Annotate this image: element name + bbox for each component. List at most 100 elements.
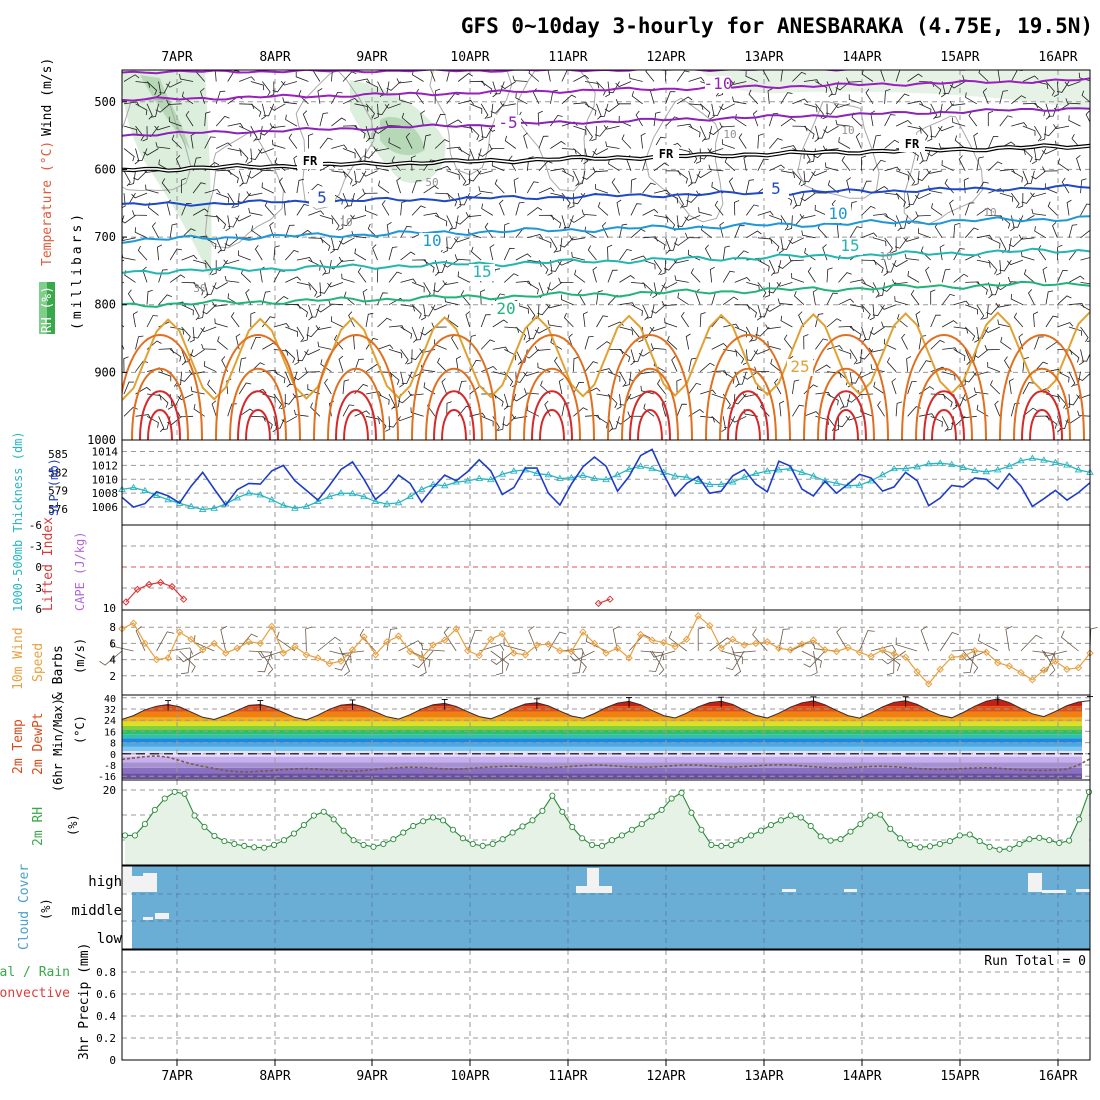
wind-barb	[699, 362, 715, 373]
wind-barb	[884, 139, 900, 149]
date-label-bottom: 13APR	[744, 1069, 783, 1084]
thickness-point	[406, 492, 414, 500]
rh2m-point	[141, 821, 148, 828]
lifted-index-series	[122, 578, 614, 608]
wind-barb	[365, 81, 379, 93]
wind-barb	[189, 326, 195, 343]
wind10m-barb	[495, 650, 504, 676]
precip-tick-label: 0.8	[96, 966, 116, 979]
wind-barb	[653, 259, 662, 276]
slp-tick-label: 1012	[92, 459, 119, 472]
wind10m-speed-point	[694, 612, 702, 620]
rh-contour-label: 50	[425, 176, 438, 189]
wind-barb	[746, 349, 759, 361]
wind-barb	[317, 341, 332, 350]
wind10m-barb	[648, 650, 664, 672]
wind-barb	[214, 70, 217, 82]
wind-barb	[558, 378, 564, 395]
wind-barb	[582, 170, 597, 180]
wind-barb	[709, 266, 715, 283]
wind-barb	[132, 311, 138, 328]
wind-barb	[711, 343, 728, 350]
wind-barb	[456, 193, 462, 209]
wind10m-speed-point	[152, 655, 161, 664]
temperature-band	[122, 742, 1082, 747]
wind-barb	[640, 132, 646, 149]
wind-barb	[1010, 293, 1024, 306]
thickness-point	[763, 467, 772, 474]
wind-barb	[204, 237, 217, 250]
wind-barb	[965, 304, 978, 315]
thickness-point	[890, 464, 898, 472]
rh2m-point	[648, 813, 655, 820]
wind-barb	[815, 338, 829, 350]
temperature-band	[122, 746, 1082, 751]
wind10m-speed-point	[1086, 649, 1094, 657]
isotherm-label: 25	[790, 357, 809, 376]
isotherm-lobe	[1029, 409, 1055, 440]
lifted-index-tick-label: 6	[35, 603, 42, 616]
wind-barb	[1086, 340, 1090, 343]
isotherm-lobe	[735, 409, 761, 440]
rh-contour-label: 10	[339, 216, 352, 229]
thickness-point	[510, 467, 518, 474]
isotherm-lobe	[719, 367, 777, 440]
wind-barb	[661, 300, 678, 307]
cloud-gap	[1076, 889, 1090, 892]
wind-barb	[722, 371, 735, 384]
wind-barb	[676, 403, 687, 417]
wind-barb	[1057, 244, 1063, 261]
wind-barb	[330, 316, 344, 328]
wind-barb	[308, 282, 318, 297]
wind-barb	[596, 290, 603, 305]
wind10m-speed-point	[417, 654, 426, 662]
wind-barb	[665, 91, 676, 104]
wind-barb	[259, 125, 275, 136]
wind10m-speed-point	[279, 649, 288, 657]
label-bg	[309, 190, 335, 207]
wind-barb	[123, 74, 140, 82]
date-label-top: 14APR	[842, 50, 881, 65]
wind-barb	[841, 155, 851, 172]
wind-barb	[756, 304, 762, 321]
wind-barb	[630, 203, 642, 216]
isotherm-label: 10	[422, 231, 441, 250]
chart-title: GFS 0~10day 3-hourly for ANESBARAKA (4.7…	[461, 14, 1093, 38]
rh2m-point	[698, 826, 705, 833]
wind-barb	[503, 247, 515, 261]
temp2m-tick-label: 0	[110, 750, 116, 761]
thickness-point	[1063, 461, 1071, 468]
wind-barb	[665, 192, 678, 204]
cloud-level-label: high	[88, 874, 122, 890]
wind-barb	[1011, 95, 1026, 105]
wind-barb	[917, 170, 931, 181]
wind-barb	[1092, 260, 1100, 270]
axis-tick-label: 500	[94, 95, 116, 109]
wind10m-label-4: (m/s)	[73, 638, 87, 674]
wind-barb	[918, 228, 931, 239]
temp2m-line	[121, 698, 1091, 721]
wind-barb	[942, 371, 956, 381]
wind10m-barb	[1043, 650, 1056, 676]
wind-barb	[677, 123, 693, 129]
wind-barb	[284, 393, 298, 405]
isotherm-lobe	[727, 390, 769, 440]
wind-barb	[826, 292, 838, 305]
rh2m-point	[529, 817, 536, 824]
wind-barb	[849, 304, 865, 313]
wind-barb	[995, 302, 1012, 308]
wind-barb	[665, 170, 681, 176]
wind-barb	[573, 74, 589, 82]
wind-barb	[1076, 394, 1090, 399]
precip-tick-label: 0.4	[96, 1010, 116, 1023]
wind-barb	[316, 304, 332, 313]
wind-barb	[791, 272, 805, 283]
wind-barb	[1078, 72, 1090, 82]
wind10m-speed-point	[222, 649, 230, 657]
wind-barb	[915, 192, 931, 200]
wind-barb	[285, 276, 301, 283]
wind-barb	[976, 181, 989, 194]
wind-barb	[913, 170, 920, 186]
wind10m-barb	[731, 646, 756, 654]
wind-barb	[206, 282, 217, 295]
